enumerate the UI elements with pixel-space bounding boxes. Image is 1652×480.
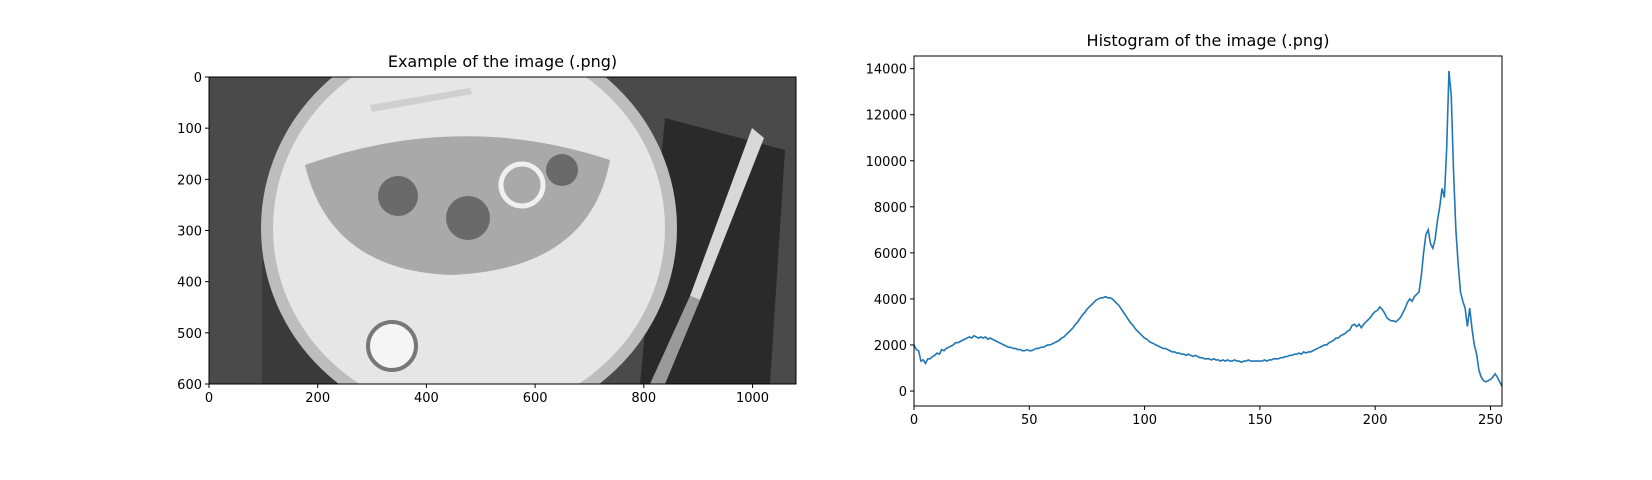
y-tick-label: 8000 (874, 201, 907, 216)
y-tick-label: 400 (177, 276, 202, 291)
y-tick-label: 600 (177, 378, 202, 393)
chart-title: Histogram of the image (.png) (1087, 31, 1330, 50)
y-tick-label: 200 (177, 173, 202, 188)
axes-frame (913, 55, 1503, 407)
y-tick-label: 2000 (874, 339, 907, 354)
x-tick-label: 400 (414, 391, 439, 406)
x-tick-label: 0 (205, 391, 213, 406)
x-tick-label: 600 (523, 391, 548, 406)
image-placeholder (209, 77, 796, 384)
x-tick-label: 800 (631, 391, 656, 406)
y-tick-label: 12000 (866, 109, 907, 124)
y-tick-label: 300 (177, 225, 202, 240)
y-tick-label: 0 (194, 71, 202, 86)
y-tick-label: 100 (177, 122, 202, 137)
x-tick-label: 200 (305, 391, 330, 406)
chart-title: Example of the image (.png) (388, 52, 617, 71)
x-tick-label: 200 (1363, 413, 1388, 428)
x-tick-label: 150 (1247, 413, 1272, 428)
y-tick-label: 6000 (874, 247, 907, 262)
x-tick-label: 250 (1478, 413, 1503, 428)
y-tick-label: 14000 (866, 63, 907, 78)
y-tick-label: 10000 (866, 155, 907, 170)
x-tick-label: 100 (1132, 413, 1157, 428)
y-tick-label: 500 (177, 327, 202, 342)
x-tick-label: 50 (1021, 413, 1038, 428)
histogram-line (914, 70, 1502, 387)
x-tick-label: 1000 (736, 391, 769, 406)
y-tick-label: 0 (899, 385, 907, 400)
y-tick-label: 4000 (874, 293, 907, 308)
x-tick-label: 0 (910, 413, 918, 428)
